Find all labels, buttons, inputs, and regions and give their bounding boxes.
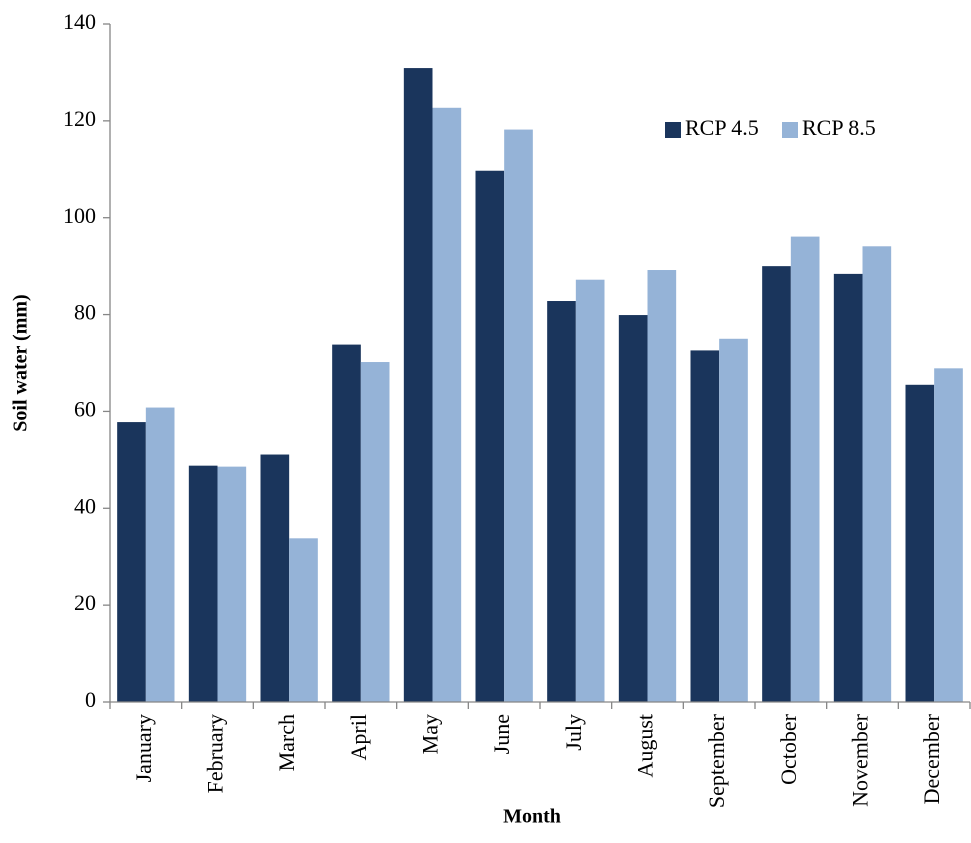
- x-tick-label: August: [633, 714, 658, 778]
- x-tick-label: September: [704, 713, 729, 808]
- x-tick-label: June: [489, 714, 514, 754]
- x-tick-label: July: [561, 714, 586, 751]
- legend-label: RCP 4.5: [685, 115, 759, 140]
- legend-swatch: [665, 122, 681, 138]
- bar: [934, 368, 963, 702]
- y-tick-label: 0: [85, 687, 96, 712]
- bar: [719, 338, 748, 702]
- bar: [188, 465, 218, 702]
- y-tick-label: 40: [74, 493, 96, 518]
- x-tick-label: October: [776, 713, 801, 785]
- bar: [432, 107, 462, 702]
- x-tick-label: March: [274, 714, 299, 771]
- bar: [145, 407, 175, 702]
- x-tick-label: November: [848, 713, 873, 807]
- y-tick-label: 60: [74, 396, 96, 421]
- legend-swatch: [782, 122, 798, 138]
- y-tick-label: 120: [63, 106, 96, 131]
- y-tick-label: 100: [63, 203, 96, 228]
- x-axis-label: Month: [503, 806, 561, 828]
- bar: [647, 270, 677, 702]
- bar: [547, 301, 576, 702]
- x-tick-label: April: [346, 714, 371, 760]
- bar: [618, 315, 648, 702]
- y-tick-label: 20: [74, 590, 96, 615]
- bar: [905, 384, 935, 702]
- bar: [217, 466, 247, 702]
- bar: [360, 362, 390, 702]
- bar: [862, 246, 892, 702]
- bar: [117, 422, 146, 702]
- x-tick-label: February: [203, 714, 228, 793]
- bar: [504, 129, 533, 702]
- y-tick-label: 140: [63, 9, 96, 34]
- x-tick-label: May: [418, 714, 443, 754]
- bar: [289, 538, 318, 702]
- bar: [575, 279, 605, 702]
- bar: [833, 273, 863, 702]
- bar: [260, 454, 290, 702]
- bar: [475, 170, 505, 702]
- bar: [403, 68, 433, 702]
- x-tick-label: January: [131, 714, 156, 782]
- x-tick-label: December: [919, 713, 944, 804]
- legend-label: RCP 8.5: [802, 115, 876, 140]
- bar: [332, 344, 361, 702]
- bar: [790, 236, 820, 702]
- y-axis-label: Soil water (mm): [10, 294, 32, 431]
- y-tick-label: 80: [74, 300, 96, 325]
- bar: [762, 266, 791, 702]
- bar: [690, 350, 720, 702]
